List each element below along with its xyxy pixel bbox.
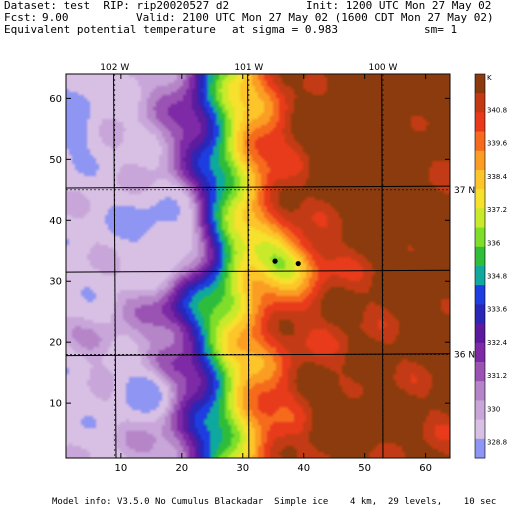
plot-frame <box>65 73 451 459</box>
colorbar-segment <box>475 170 485 190</box>
model-info: Model info: V3.5.0 No Cumulus Blackadar … <box>52 497 497 507</box>
colorbar: K 340.8 339.6 338.4 337.2 336 334.8 333.6 332.4 3… <box>474 73 508 459</box>
fcst-label: Fcst: <box>4 11 38 24</box>
geo-lines <box>66 74 450 458</box>
dataset-line: Dataset: test RIP: rip20020527 d2 <box>4 0 230 12</box>
y-tick-label: 20 <box>49 338 62 349</box>
colorbar-segment <box>475 362 485 382</box>
colorbar-segment <box>475 93 485 113</box>
colorbar-label: 339.6 <box>487 140 508 148</box>
colorbar-unit: K <box>487 74 492 82</box>
colorbar-segment <box>475 419 485 440</box>
x-tick-label: 60 <box>419 463 432 474</box>
colorbar-segment <box>475 208 485 229</box>
colorbar-segment <box>475 150 485 171</box>
point-markers <box>272 258 301 267</box>
county-line <box>66 269 450 273</box>
colorbar-label: 340.8 <box>487 107 507 115</box>
x-tick-label: 30 <box>236 463 249 474</box>
x-tick-label: 50 <box>358 463 371 474</box>
colorbar-segment <box>475 381 485 401</box>
colorbar-segment <box>475 112 485 133</box>
colorbar-label: 332.4 <box>487 339 508 347</box>
colorbar-segment <box>475 246 485 267</box>
longitude-label: 100 W <box>368 63 397 73</box>
sm-line: sm= 1 <box>424 23 458 36</box>
colorbar-segment <box>475 400 485 421</box>
colorbar-label: 336 <box>487 239 501 247</box>
x-tick-label: 20 <box>175 463 188 474</box>
colorbar-label: 338.4 <box>487 173 508 181</box>
colorbar-segment <box>475 74 485 94</box>
latitude-label: 36 N <box>454 350 475 360</box>
colorbar-label: 334.8 <box>487 273 507 281</box>
sigma-line: at sigma = 0.983 <box>232 23 338 36</box>
colorbar-segment <box>475 189 485 209</box>
y-tick-label: 50 <box>49 155 62 166</box>
x-tick-label: 40 <box>297 463 310 474</box>
longitude-label: 102 W <box>100 63 129 73</box>
colorbar-segment <box>475 285 485 305</box>
colorbar-segment <box>475 342 485 363</box>
axis-ticks: 10 20 30 40 50 60 10 20 30 40 50 60 102 W 101 W 100 W 3… <box>49 63 475 474</box>
colorbar-segment <box>475 438 485 459</box>
colorbar-label: 328.8 <box>487 439 507 447</box>
colorbar-segment <box>475 304 485 325</box>
y-tick-label: 40 <box>49 216 62 227</box>
field-name: Equivalent potential temperature <box>4 23 216 36</box>
colorbar-label: 337.2 <box>487 206 507 214</box>
colorbar-segment <box>475 227 485 248</box>
init-line: Init: 1200 UTC Mon 27 May 02 <box>306 0 492 12</box>
x-tick-label: 10 <box>114 463 127 474</box>
longitude-label: 101 W <box>234 63 263 73</box>
colorbar-segment <box>475 323 485 344</box>
fcst-value: 9.00 <box>42 11 69 24</box>
point-marker <box>295 260 301 267</box>
colorbar-frame <box>474 73 486 459</box>
colorbar-segment <box>475 131 485 152</box>
y-tick-label: 10 <box>49 399 62 410</box>
valid-line: Valid: 2100 UTC Mon 27 May 02 (1600 CDT … <box>136 11 494 24</box>
county-line <box>66 185 450 189</box>
plot-area <box>66 74 450 458</box>
colorbar-label: 333.6 <box>487 306 508 314</box>
y-tick-label: 60 <box>49 94 62 105</box>
colorbar-label: 331.2 <box>487 372 507 380</box>
point-marker <box>272 258 278 264</box>
colorbar-segment <box>475 266 485 286</box>
colorbar-label: 330 <box>487 405 500 413</box>
latitude-label: 37 N <box>454 186 475 196</box>
y-tick-label: 30 <box>49 277 62 288</box>
theta-e-field <box>66 74 450 458</box>
